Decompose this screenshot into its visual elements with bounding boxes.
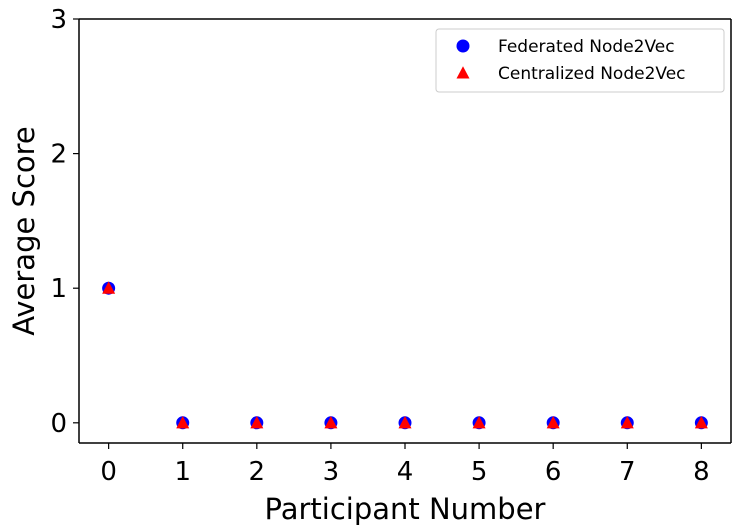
data-point-triangle bbox=[250, 416, 264, 429]
x-tick-label: 6 bbox=[545, 457, 562, 487]
y-tick-label: 3 bbox=[50, 5, 67, 35]
data-point-triangle bbox=[324, 416, 338, 429]
data-point-triangle bbox=[694, 416, 708, 429]
series-2 bbox=[102, 281, 708, 429]
y-axis-label: Average Score bbox=[7, 126, 41, 336]
legend: Federated Node2Vec Centralized Node2Vec bbox=[435, 28, 725, 93]
legend-entry-label: Federated Node2Vec bbox=[498, 37, 675, 57]
x-axis-label: Participant Number bbox=[265, 492, 546, 525]
legend-entry-label: Centralized Node2Vec bbox=[498, 64, 686, 84]
x-tick-label: 2 bbox=[249, 457, 266, 487]
data-point-triangle bbox=[546, 416, 560, 429]
data-point-triangle bbox=[398, 416, 412, 429]
x-tick-label: 0 bbox=[100, 457, 117, 487]
legend-box bbox=[435, 28, 725, 93]
data-point-triangle bbox=[102, 281, 116, 294]
legend-marker bbox=[456, 66, 470, 79]
y-tick-label: 0 bbox=[50, 409, 67, 439]
data-point-triangle bbox=[176, 416, 190, 429]
y-tick-label: 1 bbox=[50, 274, 67, 304]
x-tick-label: 1 bbox=[174, 457, 191, 487]
y-ticks: 0 1 2 3 bbox=[50, 5, 79, 439]
x-tick-label: 7 bbox=[619, 457, 636, 487]
x-tick-label: 5 bbox=[471, 457, 488, 487]
data-point-triangle bbox=[472, 416, 486, 429]
x-ticks: 0 1 2 3 4 5 6 7 8 bbox=[100, 443, 710, 487]
x-tick-label: 8 bbox=[693, 457, 710, 487]
x-tick-label: 4 bbox=[397, 457, 414, 487]
y-tick-label: 2 bbox=[50, 140, 67, 170]
data-marks bbox=[102, 281, 708, 430]
series-1 bbox=[102, 281, 708, 430]
data-point-triangle bbox=[620, 416, 634, 429]
legend-marker bbox=[456, 39, 470, 53]
x-tick-label: 3 bbox=[323, 457, 340, 487]
